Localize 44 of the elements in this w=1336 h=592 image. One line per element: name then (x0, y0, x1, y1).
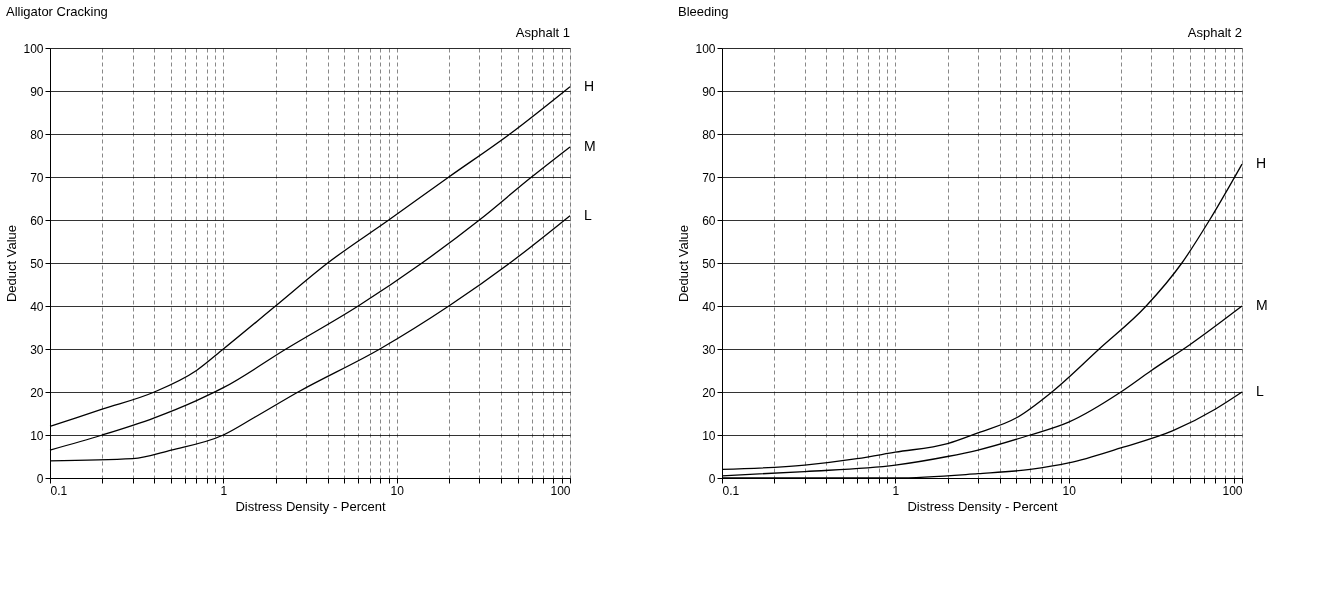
y-tick-label: 50 (30, 256, 44, 271)
y-tick-label: 80 (30, 127, 44, 142)
series-label: L (1256, 383, 1264, 399)
y-tick-label: 90 (702, 84, 716, 99)
chart-title: Bleeding (677, 4, 729, 19)
y-tick-label: 0 (708, 471, 716, 486)
y-tick-label: 40 (702, 299, 716, 314)
y-tick-label: 100 (23, 41, 44, 56)
y-axis-title: Deduct Value (676, 224, 692, 303)
y-tick-label: 0 (36, 471, 44, 486)
y-tick-label: 100 (695, 41, 716, 56)
x-tick-label: 100 (550, 483, 571, 498)
x-tick-label: 100 (1222, 483, 1243, 498)
x-axis-title: Distress Density - Percent (235, 498, 387, 514)
y-tick-label: 90 (30, 84, 44, 99)
x-tick-label: 10 (390, 483, 405, 498)
x-tick-label: 0.1 (722, 483, 740, 498)
y-tick-label: 80 (702, 127, 716, 142)
x-tick-label: 1 (892, 483, 900, 498)
text: Asphalt 1 (515, 25, 570, 40)
y-axis-title: Deduct Value (4, 224, 20, 303)
series-label: M (584, 137, 596, 154)
y-tick-label: 10 (30, 428, 44, 443)
series-label: H (584, 77, 595, 94)
y-tick-label: 30 (30, 342, 44, 357)
series-label: L (584, 206, 592, 223)
text: Asphalt 2 (1187, 25, 1242, 40)
y-tick-label: 40 (30, 299, 44, 314)
y-tick-label: 10 (702, 428, 716, 443)
x-axis-title: Distress Density - Percent (907, 498, 1059, 514)
series-label: M (1256, 297, 1268, 313)
series-label: H (1256, 155, 1267, 172)
x-tick-label: 0.1 (50, 483, 68, 498)
y-tick-label: 70 (30, 170, 44, 185)
x-tick-label: 1 (220, 483, 228, 498)
x-tick-label: 10 (1062, 483, 1077, 498)
y-tick-label: 60 (702, 213, 716, 228)
y-tick-label: 60 (30, 213, 44, 228)
y-tick-label: 50 (702, 256, 716, 271)
y-tick-label: 30 (702, 342, 716, 357)
chart-title: Alligator Cracking (5, 4, 108, 19)
y-tick-label: 70 (702, 170, 716, 185)
y-tick-label: 20 (702, 385, 716, 400)
y-tick-label: 20 (30, 385, 44, 400)
